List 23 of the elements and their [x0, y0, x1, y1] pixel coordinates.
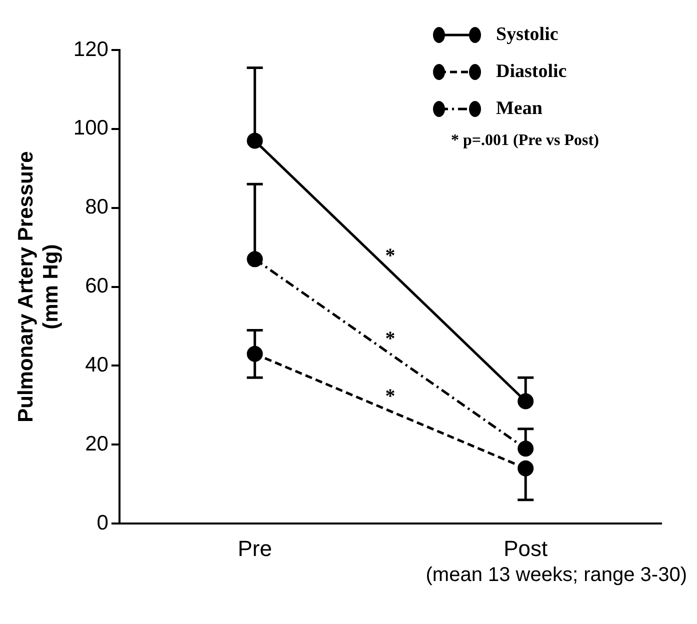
y-tick-label: 0 — [96, 511, 108, 534]
y-tick-label: 120 — [73, 38, 108, 61]
y-axis-title: Pulmonary Artery Pressure (mm Hg) — [14, 151, 63, 422]
point — [246, 132, 263, 149]
x-tick-label: Post — [504, 536, 548, 561]
point — [518, 393, 534, 410]
annotation: * — [385, 328, 396, 350]
point — [518, 440, 534, 457]
point — [518, 460, 534, 476]
y-tick-label: 60 — [85, 274, 108, 298]
y-tick-label: 20 — [85, 432, 108, 456]
legend-label: Systolic — [496, 24, 558, 46]
y-tick-label: 100 — [73, 116, 108, 140]
annotation: * p=.001 (Pre vs Post) — [451, 132, 599, 150]
legend-label: Diastolic — [496, 60, 567, 82]
point — [246, 251, 263, 268]
y-tick-label: 80 — [85, 196, 108, 219]
legend-label: Mean — [496, 98, 542, 120]
annotation: * — [385, 385, 396, 408]
y-tick-label: 40 — [85, 354, 108, 377]
annotation: * — [385, 245, 396, 268]
x-axis-title: (mean 13 weeks; range 3-30) — [426, 564, 687, 586]
x-tick-label: Pre — [238, 536, 272, 561]
